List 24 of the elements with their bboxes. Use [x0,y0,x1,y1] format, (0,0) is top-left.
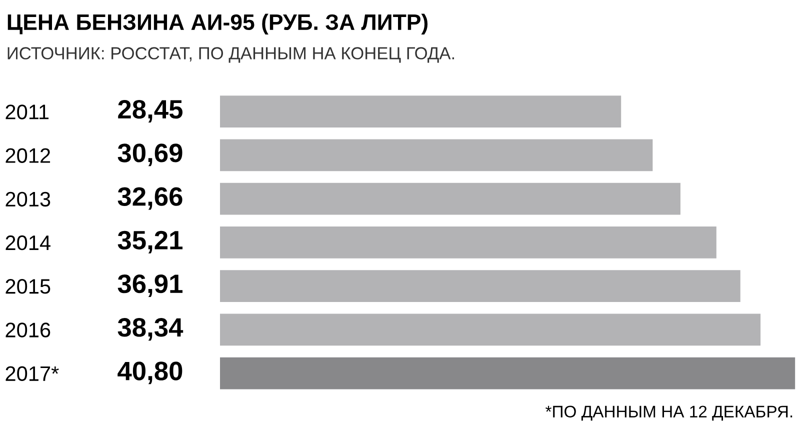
data-label: 36,91 [118,274,182,297]
y-tick-label: 2015 [6,279,50,294]
y-tick-label: 2012 [6,148,50,163]
bar [220,357,796,390]
y-tick-label: 2011 [6,104,49,120]
text: *ПО ДАННЫМ НА 12 ДЕКАБРЯ. [546,406,792,421]
data-label: 32,66 [118,187,182,210]
y-tick-label: 2013 [6,192,50,207]
data-label: 40,80 [118,362,182,384]
bar [220,226,716,258]
data-label: 38,34 [118,318,184,341]
data-label: 30,69 [118,144,182,166]
y-tick-label: 2016 [6,322,50,338]
chart-title: ЦЕНА БЕНЗИНА АИ-95 (РУБ. ЗА ЛИТР) [8,14,428,34]
data-label: 28,45 [118,100,182,123]
bar [220,96,622,128]
bar [220,270,740,302]
bar [220,182,680,215]
bar [220,139,653,172]
bar [220,314,761,346]
chart-subtitle: ИСТОЧНИК: РОССТАТ, ПО ДАННЫМ НА КОНЕЦ ГОДА. [8,47,454,63]
data-label: 35,21 [118,230,182,254]
y-tick-label: 2017* [6,366,59,382]
y-tick-label: 2014 [6,235,50,250]
